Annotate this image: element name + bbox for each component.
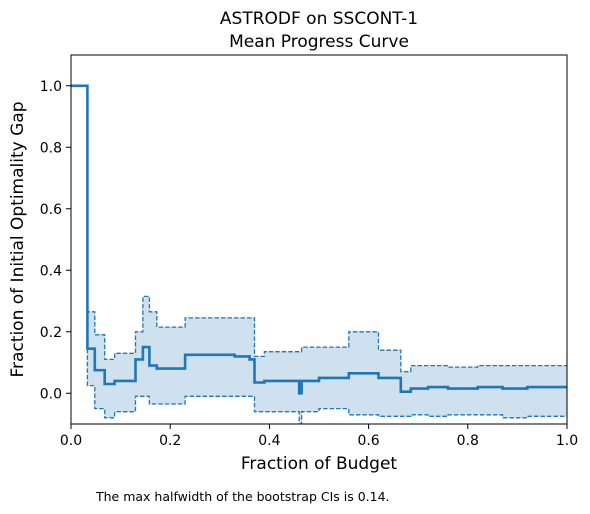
- chart-title-line-1: ASTRODF on SSCONT-1: [220, 9, 418, 29]
- plot-frame: [70, 54, 568, 425]
- x-tick-label: 0.4: [258, 433, 280, 449]
- y-tick-label: 1.0: [40, 79, 62, 95]
- x-axis-label: Fraction of Budget: [241, 454, 398, 474]
- y-tick-label: 0.8: [40, 140, 62, 156]
- ci-lower-line: [71, 85, 567, 424]
- x-tick-label: 0.6: [357, 433, 379, 449]
- y-tick-label: 0.6: [40, 202, 62, 218]
- ci-upper-line: [71, 85, 567, 373]
- y-tick-label: 0.0: [40, 386, 62, 402]
- x-tick-label: 0.2: [159, 433, 181, 449]
- x-tick-label: 0.8: [457, 433, 479, 449]
- x-tick-label: 0.0: [60, 433, 82, 449]
- confidence-band: [71, 85, 567, 424]
- y-tick-label: 0.4: [40, 263, 62, 279]
- x-tick-label: 1.0: [556, 433, 578, 449]
- y-axis-label: Fraction of Initial Optimality Gap: [8, 102, 28, 378]
- mean-progress-line: [71, 84, 567, 395]
- y-tick-label: 0.2: [40, 325, 62, 341]
- chart-title-line-2: Mean Progress Curve: [229, 32, 409, 52]
- ci-halfwidth-note: The max halfwidth of the bootstrap CIs i…: [96, 489, 390, 504]
